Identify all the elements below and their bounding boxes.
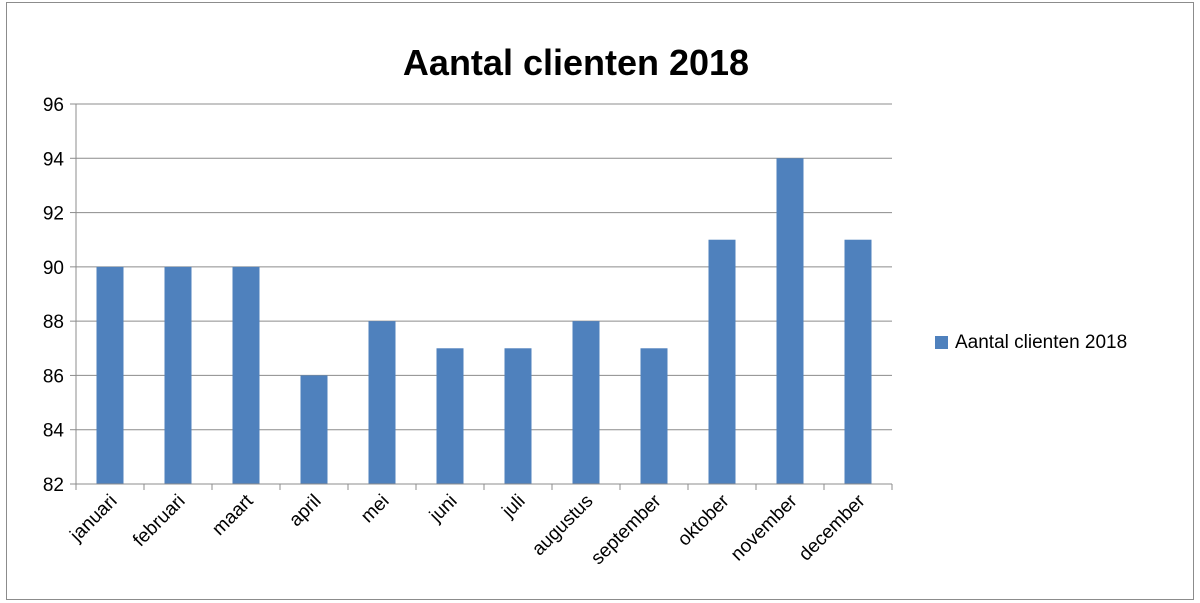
bar — [300, 375, 328, 484]
legend-label: Aantal clienten 2018 — [955, 332, 1127, 353]
y-tick-label: 84 — [43, 421, 65, 442]
bar — [640, 348, 668, 484]
bar — [572, 321, 600, 484]
x-tick-label: februari — [129, 491, 189, 551]
x-tick-label: januari — [66, 491, 122, 547]
gridlines — [76, 103, 892, 431]
x-tick-label: november — [727, 490, 802, 565]
y-tick-label: 86 — [43, 366, 64, 387]
bar — [844, 239, 872, 484]
x-tick-label: oktober — [674, 490, 734, 550]
y-tick-label: 94 — [43, 149, 65, 170]
y-tick-label: 82 — [43, 475, 64, 496]
x-tick-label: december — [795, 490, 870, 565]
y-axis-ticks: 82 84 86 88 90 92 94 96 — [43, 95, 76, 496]
x-tick-label: maart — [208, 490, 258, 540]
x-tick-label: juni — [425, 491, 461, 527]
bars — [96, 158, 872, 485]
x-tick-label: augustus — [528, 491, 597, 560]
bar — [776, 158, 804, 485]
x-tick-label: mei — [357, 491, 394, 528]
x-tick-label: april — [285, 491, 325, 531]
x-tick-label: september — [587, 490, 666, 569]
legend: Aantal clienten 2018 — [935, 332, 1127, 353]
bar — [504, 348, 532, 484]
x-tick-label: juli — [498, 491, 530, 523]
bar — [436, 348, 464, 484]
y-tick-label: 90 — [43, 258, 64, 279]
axes — [75, 104, 892, 485]
bar — [232, 266, 260, 484]
y-tick-label: 88 — [43, 312, 64, 333]
chart-title: Aantal clienten 2018 — [403, 42, 749, 83]
bar — [164, 266, 192, 484]
chart-frame — [6, 2, 1194, 600]
bar — [708, 239, 736, 484]
bar — [368, 321, 396, 484]
y-tick-label: 96 — [43, 95, 64, 116]
legend-swatch — [935, 336, 948, 349]
y-tick-label: 92 — [43, 204, 64, 225]
bar — [96, 266, 124, 484]
x-axis-ticks: januari februari maart april mei juni juliaugu… — [66, 484, 893, 569]
